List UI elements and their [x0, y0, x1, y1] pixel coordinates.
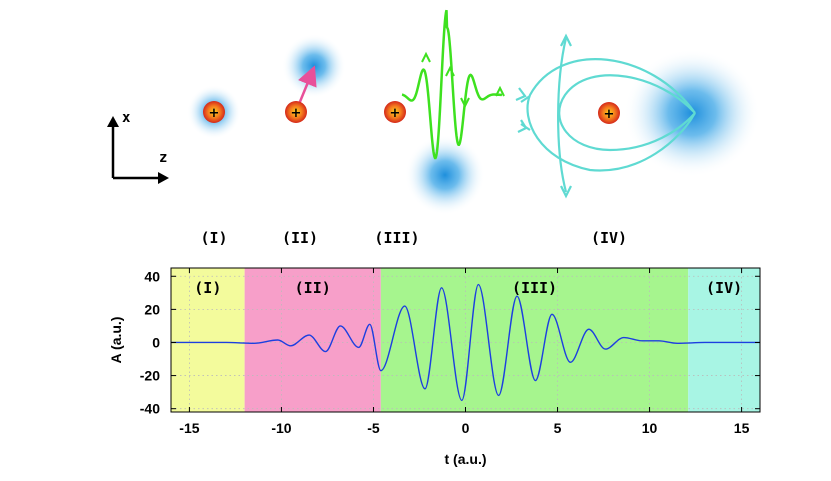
chart-region-labels: (I) (II) (III) (IV): [194, 279, 742, 297]
x-tick-label: 10: [642, 420, 658, 436]
stage-IV-recollision: +: [515, 33, 760, 199]
stage-label-I: (I): [200, 229, 227, 247]
stage-label-III: (III): [374, 229, 419, 247]
x-tick-label: 5: [554, 420, 562, 436]
chart-grid: [171, 268, 760, 412]
svg-text:+: +: [209, 106, 220, 121]
region-label-4: (IV): [706, 279, 742, 297]
region-4: [688, 268, 760, 412]
stage-II-tunneling: +: [282, 34, 346, 123]
axes-icon: x z: [107, 110, 169, 184]
svg-text:+: +: [604, 107, 615, 122]
nucleus-III: +: [384, 101, 406, 123]
region-label-1: (I): [194, 279, 221, 297]
x-axis-label: t (a.u.): [445, 451, 487, 467]
region-2: [244, 268, 381, 412]
pulse-line: [171, 283, 760, 402]
x-tick-label: 0: [462, 420, 470, 436]
nucleus-I: +: [203, 101, 225, 123]
stage-III-wavepacket: +: [384, 9, 505, 215]
axis-x-label: x: [122, 110, 131, 126]
stage-label-II: (II): [282, 229, 318, 247]
region-label-2: (II): [295, 279, 331, 297]
x-tick-label: -10: [271, 420, 291, 436]
region-1: [171, 268, 245, 412]
svg-text:+: +: [390, 106, 401, 121]
region-label-3: (III): [512, 279, 557, 297]
electron-cloud-II: [282, 34, 346, 98]
chart-regions: [171, 268, 760, 412]
y-tick-label: -40: [140, 401, 160, 417]
vector-potential-chart: (I) (II) (III) (IV) -15 -10 -5 0 5 10 15 40 20 0 -20…: [108, 267, 761, 467]
svg-text:+: +: [291, 106, 302, 121]
y-tick-labels: 40 20 0 -20 -40: [140, 268, 760, 417]
y-tick-label: 0: [152, 334, 160, 350]
x-tick-label: -5: [367, 420, 380, 436]
nucleus-IV: +: [598, 102, 620, 124]
stage-label-IV: (IV): [591, 229, 627, 247]
stage-labels: (I) (II) (III) (IV): [200, 229, 627, 247]
axis-z-label: z: [159, 150, 167, 166]
y-axis-label: A (a.u.): [108, 317, 124, 364]
x-tick-label: 15: [734, 420, 750, 436]
nucleus-II: +: [285, 101, 307, 123]
wavepacket-III: [401, 9, 503, 160]
y-tick-label: -20: [140, 368, 160, 384]
stage-I-atom: +: [187, 85, 241, 139]
y-tick-label: 20: [144, 301, 160, 317]
y-tick-label: 40: [144, 268, 160, 284]
trajectory-IV: [515, 33, 696, 199]
x-tick-labels: -15 -10 -5 0 5 10 15: [179, 268, 750, 436]
electron-cloud-III: [405, 135, 485, 215]
electron-cloud-IV: [624, 49, 760, 177]
x-tick-label: -15: [179, 420, 199, 436]
